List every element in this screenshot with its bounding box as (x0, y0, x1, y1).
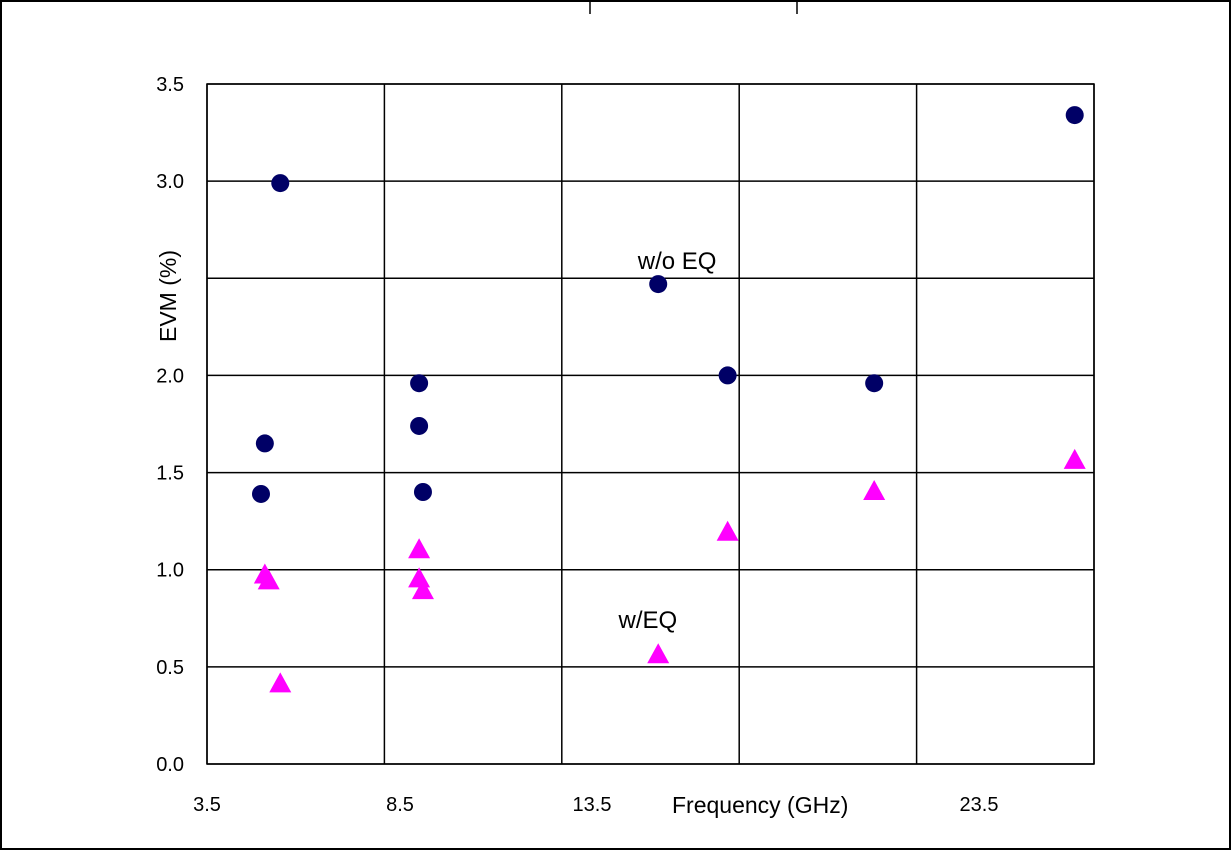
point-wo-eq (1065, 106, 1084, 125)
grid-lines (206, 83, 1095, 765)
x-tick-label: 23.5 (960, 794, 999, 816)
tick-labels: 0.0 0.5 1.0 1.5 2.0 3.0 3.5 3.5 8.5 13.5 23.5 (156, 74, 998, 816)
y-tick-label: 1.0 (156, 560, 184, 582)
point-w-eq (716, 520, 739, 541)
x-tick-label: 13.5 (573, 794, 612, 816)
y-tick-label: 1.5 (156, 463, 184, 485)
y-tick-label: 3.0 (156, 171, 184, 193)
point-wo-eq (410, 374, 429, 393)
point-w-eq (269, 672, 292, 693)
annotation-wo-eq: w/o EQ (637, 248, 717, 275)
x-tick-label: 3.5 (193, 794, 221, 816)
point-w-eq (647, 643, 670, 664)
data-markers (251, 106, 1086, 693)
point-w-eq (411, 579, 434, 600)
y-tick-label: 0.0 (156, 754, 184, 776)
y-tick-label: 0.5 (156, 657, 184, 679)
point-wo-eq (271, 174, 290, 193)
point-wo-eq (410, 416, 429, 435)
point-wo-eq (251, 484, 270, 503)
point-wo-eq (649, 275, 668, 294)
point-w-eq (408, 538, 431, 559)
y-tick-label: 2.0 (156, 365, 184, 387)
point-wo-eq (413, 483, 432, 501)
point-wo-eq (718, 366, 737, 385)
point-wo-eq (865, 374, 884, 393)
plot-area-border (206, 83, 1095, 765)
x-axis-title: Frequency (GHz) (672, 792, 848, 818)
point-w-eq (257, 569, 280, 590)
point-w-eq (1063, 448, 1086, 469)
point-w-eq (863, 480, 886, 500)
y-axis-title: EVM (%) (155, 250, 181, 342)
annotation-w-eq: w/EQ (618, 607, 678, 634)
x-tick-label: 8.5 (386, 794, 414, 816)
point-wo-eq (255, 434, 274, 453)
y-tick-label: 3.5 (156, 74, 184, 96)
